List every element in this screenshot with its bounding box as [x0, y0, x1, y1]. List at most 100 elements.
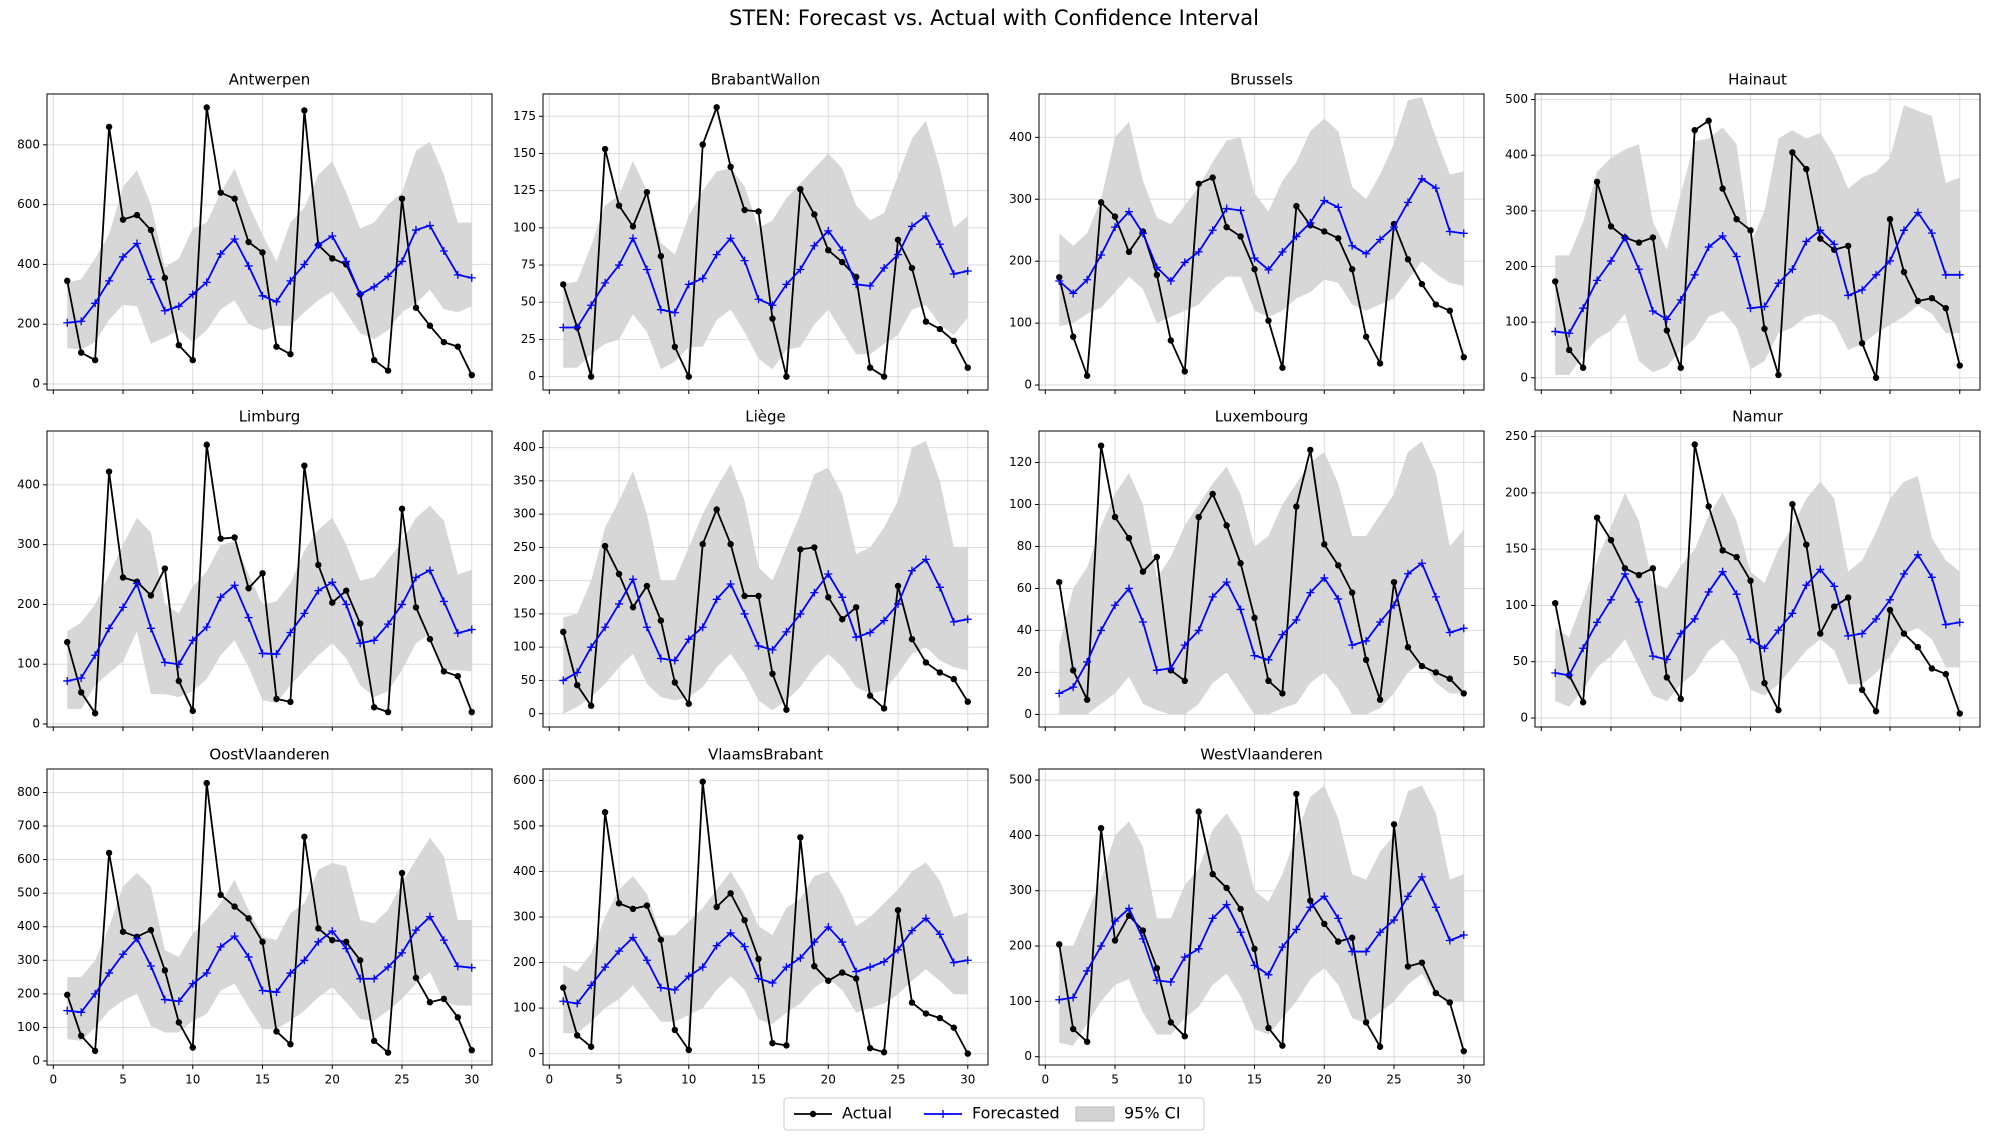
actual-marker	[203, 779, 210, 787]
confidence-band	[563, 120, 968, 370]
forecast-marker	[272, 650, 281, 659]
actual-marker	[1181, 677, 1188, 685]
forecast-marker	[949, 958, 958, 967]
subplot: Namur 0 50 100 150 200 250	[1505, 408, 1981, 731]
forecast-marker	[202, 278, 211, 287]
actual-marker	[105, 468, 113, 475]
actual-marker	[384, 367, 392, 374]
actual-marker	[1418, 280, 1426, 288]
actual-marker	[769, 1039, 776, 1047]
actual-marker	[657, 252, 665, 260]
y-tick-label: 175	[513, 109, 536, 123]
legend-label: Forecasted	[972, 1104, 1060, 1123]
actual-marker	[301, 833, 308, 840]
actual-marker	[1097, 825, 1105, 832]
actual-marker	[727, 890, 734, 897]
y-tick-label: 300	[513, 910, 536, 924]
y-tick-label: 400	[1009, 828, 1032, 842]
forecast-marker	[670, 308, 679, 317]
axes-frame	[542, 93, 989, 391]
actual-marker	[1404, 256, 1412, 263]
forecast-marker	[810, 588, 819, 597]
forecast-marker	[642, 956, 651, 965]
forecast-marker	[1264, 655, 1273, 664]
forecast-marker	[439, 246, 448, 255]
y-tick-label: 0	[1024, 378, 1032, 392]
x-tick-label: 15	[1247, 1073, 1262, 1087]
x-tick-label: 30	[464, 1073, 479, 1087]
actual-marker	[1705, 117, 1712, 124]
actual-marker	[1579, 364, 1587, 371]
forecast-marker	[1334, 203, 1343, 212]
axes-frame	[542, 768, 989, 1066]
legend: Actual Forecasted 95% CI	[783, 1097, 1205, 1131]
actual-marker	[119, 216, 127, 223]
actual-marker	[329, 255, 336, 262]
forecast-marker	[740, 256, 749, 265]
y-tick-label: 100	[1009, 316, 1032, 330]
series-line	[1555, 553, 1960, 677]
forecast-marker	[425, 221, 434, 230]
actual-marker	[315, 925, 322, 932]
x-tick-label: 25	[1386, 1073, 1401, 1087]
actual-marker	[1069, 1025, 1077, 1033]
actual-marker	[908, 264, 916, 272]
forecast-marker	[1194, 944, 1203, 953]
actual-marker	[1872, 374, 1880, 381]
forecast-marker	[559, 323, 568, 332]
actual-marker	[1677, 695, 1684, 703]
forecast-marker	[370, 636, 379, 645]
y-tick-label: 20	[1017, 665, 1032, 679]
y-tick-label: 200	[17, 597, 40, 611]
y-tick-label: 350	[513, 473, 536, 487]
series-line	[563, 917, 968, 1005]
series-line	[562, 104, 969, 379]
actual-marker	[1858, 686, 1866, 694]
forecast-marker	[1676, 629, 1685, 638]
actual-marker	[1251, 945, 1258, 953]
forecast-marker	[1097, 251, 1106, 260]
forecast-marker	[216, 249, 225, 258]
forecast-marker	[105, 624, 114, 633]
actual-marker	[713, 506, 720, 513]
forecast-marker	[628, 234, 637, 243]
forecast-marker	[573, 323, 582, 332]
forecast-marker	[230, 581, 239, 590]
actual-marker	[1321, 920, 1328, 928]
actual-marker	[1251, 614, 1258, 622]
forecast-marker	[1055, 995, 1064, 1004]
axes-frame	[46, 768, 493, 1066]
actual-marker	[1775, 706, 1782, 714]
forecast-marker	[1886, 256, 1895, 265]
actual-marker	[839, 616, 846, 623]
series-line	[1058, 793, 1465, 1052]
forecast-marker	[467, 963, 476, 972]
actual-marker	[231, 903, 238, 910]
forecast-marker	[286, 628, 295, 637]
forecast-marker	[1097, 942, 1106, 951]
x-tick-label: 20	[821, 1073, 836, 1087]
forecast-marker	[286, 969, 295, 978]
actual-marker	[1635, 571, 1643, 579]
actual-marker	[1942, 305, 1950, 312]
series-line	[563, 214, 968, 329]
actual-marker	[1348, 266, 1356, 273]
y-tick-label: 400	[1009, 130, 1032, 144]
y-tick-label: 0	[528, 1046, 536, 1060]
forecast-marker	[1292, 232, 1301, 241]
x-tick-label: 25	[394, 1073, 409, 1087]
actual-marker	[922, 659, 930, 666]
forecast-marker	[1390, 223, 1399, 232]
actual-marker	[1942, 670, 1950, 678]
forecast-marker	[852, 633, 861, 642]
actual-marker	[908, 999, 916, 1006]
forecast-marker	[77, 673, 86, 682]
actual-marker	[1362, 1019, 1370, 1026]
actual-marker	[91, 1047, 99, 1055]
actual-marker	[1663, 327, 1671, 334]
actual-marker	[203, 104, 210, 111]
actual-marker	[1223, 884, 1230, 892]
y-tick-label: 200	[513, 955, 536, 969]
forecast-marker	[1222, 900, 1231, 909]
subplot: WestVlaanderen 0 100 200 300 400 500 0 5 10 15 20 25…	[1009, 746, 1485, 1087]
